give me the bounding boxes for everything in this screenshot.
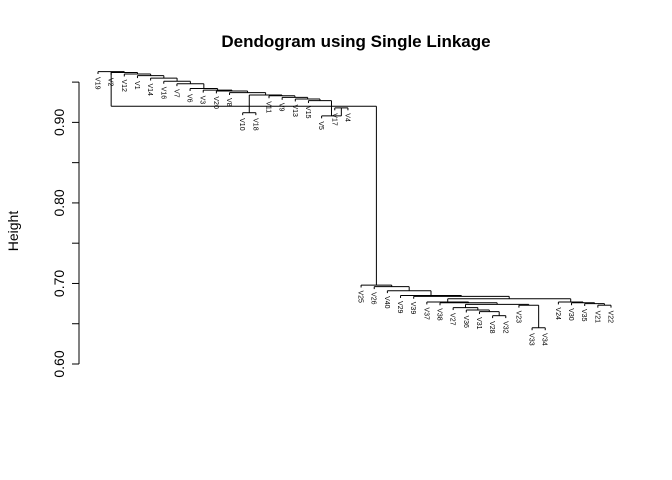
leaf-label-v19: V19 [94,77,101,90]
leaf-label-v6: V6 [186,94,193,103]
leaf-label-v36: V36 [462,315,469,328]
leaf-label-v2: V2 [107,78,114,87]
y-tick-label: 0.90 [51,109,67,136]
leaf-label-v33: V33 [528,333,535,346]
leaf-label-v31: V31 [475,317,482,330]
leaf-label-v4: V4 [343,113,350,122]
leaf-label-v10: V10 [238,118,245,131]
leaf-label-v29: V29 [396,301,403,314]
leaf-label-v15: V15 [304,106,311,119]
chart-title: Dendogram using Single Linkage [221,32,490,51]
leaf-label-v22: V22 [607,311,614,324]
leaf-label-v26: V26 [370,292,377,305]
y-tick-label: 0.60 [51,350,67,377]
leaf-label-v25: V25 [357,290,364,303]
leaf-label-v11: V11 [265,101,272,113]
leaf-label-v16: V16 [159,87,166,100]
leaf-label-v35: V35 [580,309,587,322]
leaf-label-v12: V12 [120,79,127,92]
leaf-label-v28: V28 [488,321,495,334]
leaf-label-v38: V38 [436,308,443,321]
leaf-label-v37: V37 [422,307,429,320]
leaf-label-v32: V32 [501,321,508,334]
y-axis-label: Height [5,211,21,252]
y-tick-label: 0.70 [51,270,67,297]
leaf-label-v7: V7 [172,89,179,98]
leaf-label-v5: V5 [317,121,324,130]
leaf-label-v40: V40 [383,296,390,309]
leaf-label-v8: V8 [225,98,232,107]
leaf-label-v14: V14 [146,83,153,96]
dendrogram-branches [97,71,612,331]
leaf-label-v9: V9 [278,103,285,112]
leaf-label-v24: V24 [554,307,561,320]
y-axis: 0.60 0.70 0.80 0.90 [51,81,80,378]
y-tick-label: 0.80 [51,189,67,216]
leaf-labels: V19 V2 V12 V1 V14 V16 V7 V6 V3 V20 V8 V10 V18 V11 V9 V1… [94,77,614,346]
leaf-label-v39: V39 [409,302,416,315]
leaf-label-v20: V20 [212,96,219,109]
leaf-label-v18: V18 [251,118,258,131]
leaf-label-v3: V3 [199,96,206,105]
leaf-label-v1: V1 [133,81,140,90]
leaf-label-v27: V27 [449,313,456,326]
leaf-label-v34: V34 [541,333,548,346]
leaf-label-v17: V17 [330,113,337,126]
leaf-label-v30: V30 [567,308,574,321]
leaf-label-v13: V13 [291,104,298,117]
leaf-label-v21: V21 [593,311,600,324]
leaf-label-v23: V23 [514,311,521,324]
